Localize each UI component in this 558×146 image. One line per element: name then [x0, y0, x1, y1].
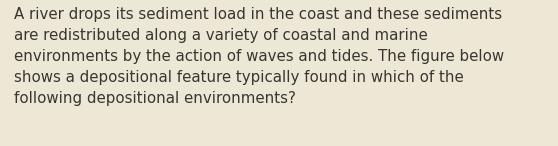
Text: A river drops its sediment load in the coast and these sediments
are redistribut: A river drops its sediment load in the c… — [14, 7, 504, 106]
